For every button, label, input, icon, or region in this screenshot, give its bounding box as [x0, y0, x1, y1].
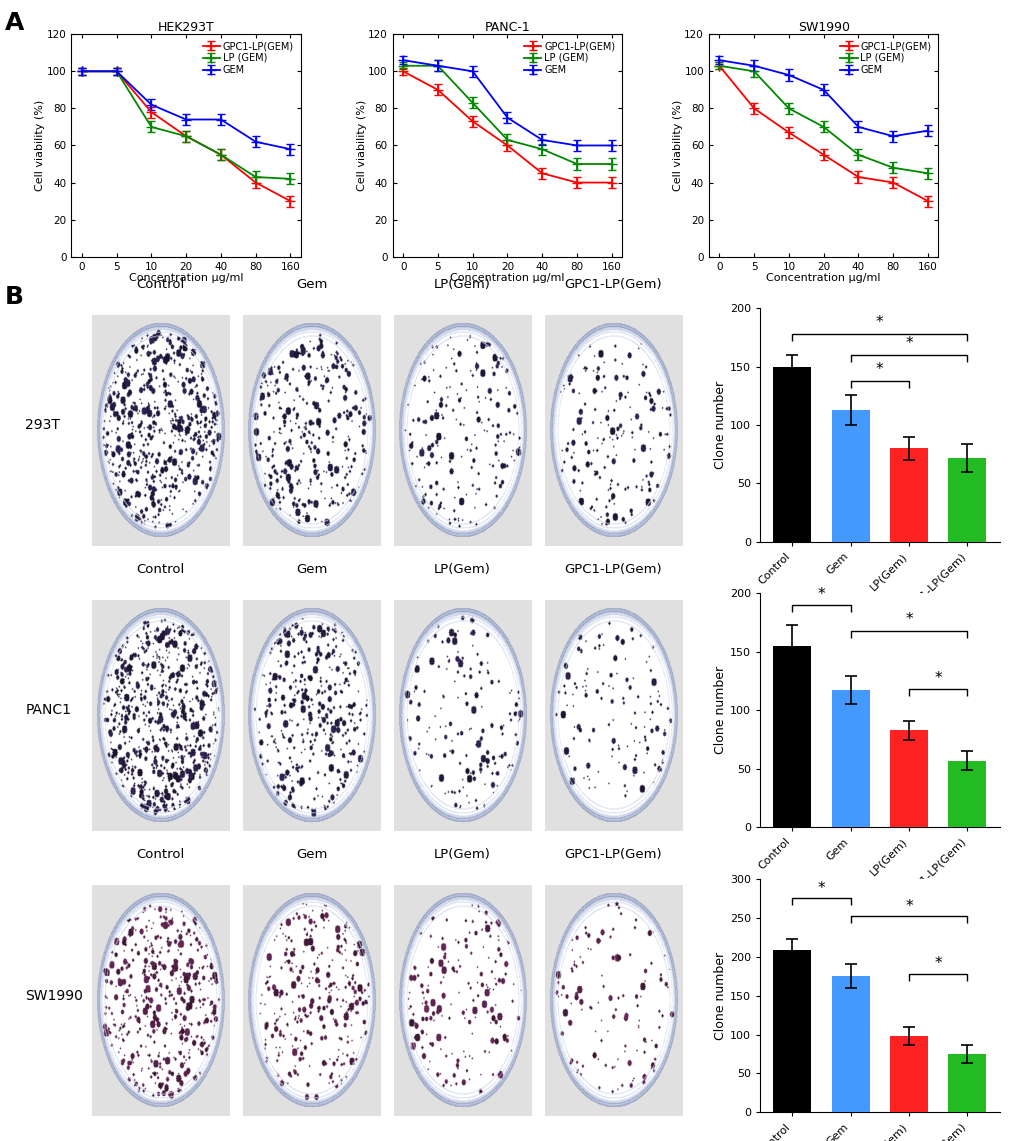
Bar — [772, 366, 810, 542]
Text: SW1990: SW1990 — [25, 988, 84, 1003]
Text: *: * — [816, 881, 824, 896]
Text: *: * — [933, 671, 942, 686]
Text: Gem: Gem — [296, 278, 327, 291]
Bar — [890, 448, 927, 542]
Text: *: * — [816, 586, 824, 601]
Bar — [830, 690, 868, 827]
Y-axis label: Clone number: Clone number — [713, 381, 727, 469]
Text: Control: Control — [137, 849, 184, 861]
Text: *: * — [875, 315, 882, 330]
Bar — [890, 730, 927, 827]
Text: 293T: 293T — [25, 418, 60, 432]
Y-axis label: Clone number: Clone number — [713, 952, 727, 1039]
Title: PANC-1: PANC-1 — [484, 22, 530, 34]
Y-axis label: Cell viability (%): Cell viability (%) — [36, 100, 46, 191]
Text: B: B — [5, 285, 24, 309]
Bar — [772, 646, 810, 827]
Bar — [830, 976, 868, 1112]
Text: Control: Control — [137, 564, 184, 576]
Text: Control: Control — [137, 278, 184, 291]
Legend: GPC1-LP(GEM), LP (GEM), GEM: GPC1-LP(GEM), LP (GEM), GEM — [838, 39, 932, 76]
Bar — [890, 1036, 927, 1112]
Bar — [772, 950, 810, 1112]
Text: *: * — [904, 337, 912, 351]
X-axis label: Concentration μg/ml: Concentration μg/ml — [128, 273, 244, 283]
Text: A: A — [5, 11, 24, 35]
Title: HEK293T: HEK293T — [158, 22, 214, 34]
Bar — [948, 1054, 985, 1112]
Legend: GPC1-LP(GEM), LP (GEM), GEM: GPC1-LP(GEM), LP (GEM), GEM — [522, 39, 616, 76]
Text: GPC1-LP(Gem): GPC1-LP(Gem) — [565, 278, 661, 291]
Text: PANC1: PANC1 — [25, 703, 71, 718]
Text: *: * — [904, 613, 912, 628]
Text: GPC1-LP(Gem): GPC1-LP(Gem) — [565, 564, 661, 576]
Bar — [948, 458, 985, 542]
Y-axis label: Cell viability (%): Cell viability (%) — [357, 100, 367, 191]
Legend: GPC1-LP(GEM), LP (GEM), GEM: GPC1-LP(GEM), LP (GEM), GEM — [201, 39, 296, 76]
Text: Gem: Gem — [296, 849, 327, 861]
X-axis label: Concentration μg/ml: Concentration μg/ml — [765, 273, 880, 283]
Text: *: * — [904, 899, 912, 914]
Text: LP(Gem): LP(Gem) — [434, 564, 490, 576]
Text: LP(Gem): LP(Gem) — [434, 849, 490, 861]
Title: SW1990: SW1990 — [797, 22, 849, 34]
Text: *: * — [933, 956, 942, 971]
X-axis label: Concentration μg/ml: Concentration μg/ml — [449, 273, 565, 283]
Text: GPC1-LP(Gem): GPC1-LP(Gem) — [565, 849, 661, 861]
Text: LP(Gem): LP(Gem) — [434, 278, 490, 291]
Text: Gem: Gem — [296, 564, 327, 576]
Text: *: * — [875, 362, 882, 377]
Y-axis label: Cell viability (%): Cell viability (%) — [673, 100, 683, 191]
Bar — [830, 410, 868, 542]
Bar — [948, 761, 985, 827]
Y-axis label: Clone number: Clone number — [713, 666, 727, 754]
